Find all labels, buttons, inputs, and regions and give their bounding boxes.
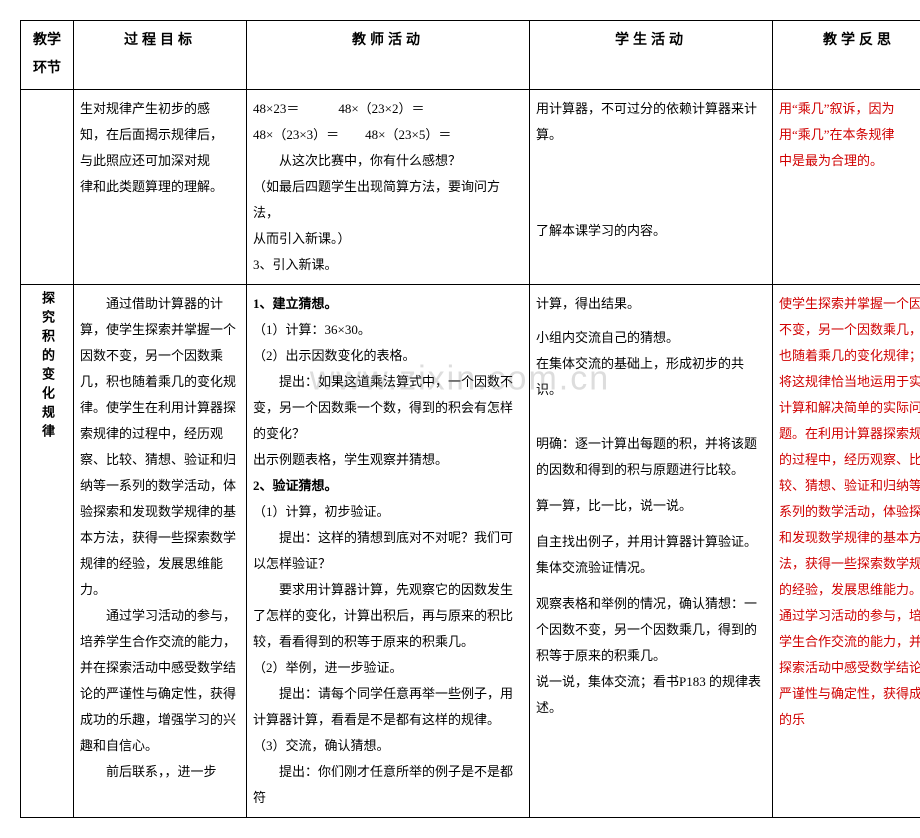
r2-t-3: 提出：如果这道乘法算式中，一个因数不变，另一个因数乘一个数，得到的积会有怎样的变…	[253, 369, 523, 447]
lesson-plan-table: 教学环节 过程目标 教师活动 学生活动 教学反思 生对规律产生初步的感 知，在后…	[20, 20, 920, 818]
header-student: 学生活动	[530, 21, 773, 90]
r2-t-10: （3）交流，确认猜想。	[253, 733, 523, 759]
row-1: 生对规律产生初步的感 知，在后面揭示规律后， 与此照应还可加深对规 律和此类题算…	[21, 90, 920, 285]
r1-t-l5: 从而引入新课。）	[253, 226, 523, 252]
row-2: 探究积的变化规律 通过借助计算器的计算，使学生探索并掌握一个因数不变，另一个因数…	[21, 285, 920, 818]
r2-stage: 探究积的变化规律	[21, 285, 74, 818]
r1-goal-l1: 生对规律产生初步的感	[80, 96, 240, 122]
r1-r-l1: 用“乘几”叙诉，因为	[779, 96, 920, 122]
r1-teacher: 48×23＝ 48×（23×2）＝ 48×（23×3）＝ 48×（23×5）＝ …	[247, 90, 530, 285]
document-page: www.zixin.com.cn 教学环节 过程目标 教师活动 学生活动 教学反…	[20, 20, 900, 818]
r2-s-7: 集体交流验证情况。	[536, 555, 766, 581]
r2-s-2: 小组内交流自己的猜想。	[536, 325, 766, 351]
r2-student: 计算，得出结果。 小组内交流自己的猜想。 在集体交流的基础上，形成初步的共识。 …	[530, 285, 773, 818]
r2-t-2: （2）出示因数变化的表格。	[253, 343, 523, 369]
r2-g-p1: 通过借助计算器的计算，使学生探索并掌握一个因数不变，另一个因数乘几，积也随着乘几…	[80, 291, 240, 603]
spacer	[536, 519, 766, 529]
r1-stage	[21, 90, 74, 285]
r2-t-6: 提出：这样的猜想到底对不对呢？我们可以怎样验证？	[253, 525, 523, 577]
r2-t-h2: 2、验证猜想。	[253, 473, 523, 499]
r1-t-l4: （如最后四题学生出现简算方法，要询问方法，	[253, 174, 523, 226]
header-goal: 过程目标	[74, 21, 247, 90]
r1-goal-l2: 知，在后面揭示规律后，	[80, 122, 240, 148]
spacer	[536, 317, 766, 325]
header-reflect: 教学反思	[773, 21, 920, 90]
r1-t-l2: 48×（23×3）＝ 48×（23×5）＝	[253, 122, 523, 148]
r1-r-l2: 用“乘几”在本条规律	[779, 122, 920, 148]
r1-s-l1: 用计算器，不可过分的依赖计算器来计算。	[536, 96, 766, 148]
r1-goal: 生对规律产生初步的感 知，在后面揭示规律后， 与此照应还可加深对规 律和此类题算…	[74, 90, 247, 285]
r2-t-5: （1）计算，初步验证。	[253, 499, 523, 525]
r1-t-l3: 从这次比赛中，你有什么感想？	[253, 148, 523, 174]
r2-goal: 通过借助计算器的计算，使学生探索并掌握一个因数不变，另一个因数乘几，积也随着乘几…	[74, 285, 247, 818]
spacer	[536, 483, 766, 493]
r2-s-6: 自主找出例子，并用计算器计算验证。	[536, 529, 766, 555]
r1-s-l2: 了解本课学习的内容。	[536, 218, 766, 244]
r1-t-l1: 48×23＝ 48×（23×2）＝	[253, 96, 523, 122]
r2-s-8: 观察表格和举例的情况，确认猜想：一个因数不变，另一个因数乘几，得到的积等于原来的…	[536, 591, 766, 669]
r1-goal-l4: 律和此类题算理的理解。	[80, 174, 240, 200]
r2-s-4: 明确：逐一计算出每题的积，并将该题的因数和得到的积与原题进行比较。	[536, 431, 766, 483]
r2-g-p3: 前后联系，，进一步	[80, 759, 240, 785]
r2-s-1: 计算，得出结果。	[536, 291, 766, 317]
r1-t-l6: 3、引入新课。	[253, 252, 523, 278]
spacer	[536, 148, 766, 218]
r2-t-1: （1）计算：36×30。	[253, 317, 523, 343]
r2-g-p2: 通过学习活动的参与，培养学生合作交流的能力，并在探索活动中感受数学结论的严谨性与…	[80, 603, 240, 759]
spacer	[536, 581, 766, 591]
r2-r-2: 通过学习活动的参与，培养学生合作交流的能力，并在探索活动中感受数学结论的严谨性与…	[779, 603, 920, 733]
stage-label: 探究积的变化规律	[34, 291, 60, 443]
r2-s-3: 在集体交流的基础上，形成初步的共识。	[536, 351, 766, 403]
r2-r-1: 使学生探索并掌握一个因数不变，另一个因数乘几，积也随着乘几的变化规律；能将这规律…	[779, 291, 920, 603]
header-stage: 教学环节	[21, 21, 74, 90]
header-row: 教学环节 过程目标 教师活动 学生活动 教学反思	[21, 21, 920, 90]
r2-s-9: 说一说，集体交流；看书P183 的规律表述。	[536, 669, 766, 721]
r1-reflect: 用“乘几”叙诉，因为 用“乘几”在本条规律 中是最为合理的。	[773, 90, 920, 285]
spacer	[536, 403, 766, 431]
r2-t-11: 提出：你们刚才任意所举的例子是不是都符	[253, 759, 523, 811]
r1-r-l3: 中是最为合理的。	[779, 148, 920, 174]
r2-t-h1: 1、建立猜想。	[253, 291, 523, 317]
r2-reflect: 使学生探索并掌握一个因数不变，另一个因数乘几，积也随着乘几的变化规律；能将这规律…	[773, 285, 920, 818]
r2-t-7: 要求用计算器计算，先观察它的因数发生了怎样的变化，计算出积后，再与原来的积比较，…	[253, 577, 523, 655]
r1-goal-l3: 与此照应还可加深对规	[80, 148, 240, 174]
r2-t-9: 提出：请每个同学任意再举一些例子，用计算器计算，看看是不是都有这样的规律。	[253, 681, 523, 733]
r2-teacher: 1、建立猜想。 （1）计算：36×30。 （2）出示因数变化的表格。 提出：如果…	[247, 285, 530, 818]
r1-student: 用计算器，不可过分的依赖计算器来计算。 了解本课学习的内容。	[530, 90, 773, 285]
r2-t-4: 出示例题表格，学生观察并猜想。	[253, 447, 523, 473]
header-teacher: 教师活动	[247, 21, 530, 90]
r2-t-8: （2）举例，进一步验证。	[253, 655, 523, 681]
r2-s-5: 算一算，比一比，说一说。	[536, 493, 766, 519]
